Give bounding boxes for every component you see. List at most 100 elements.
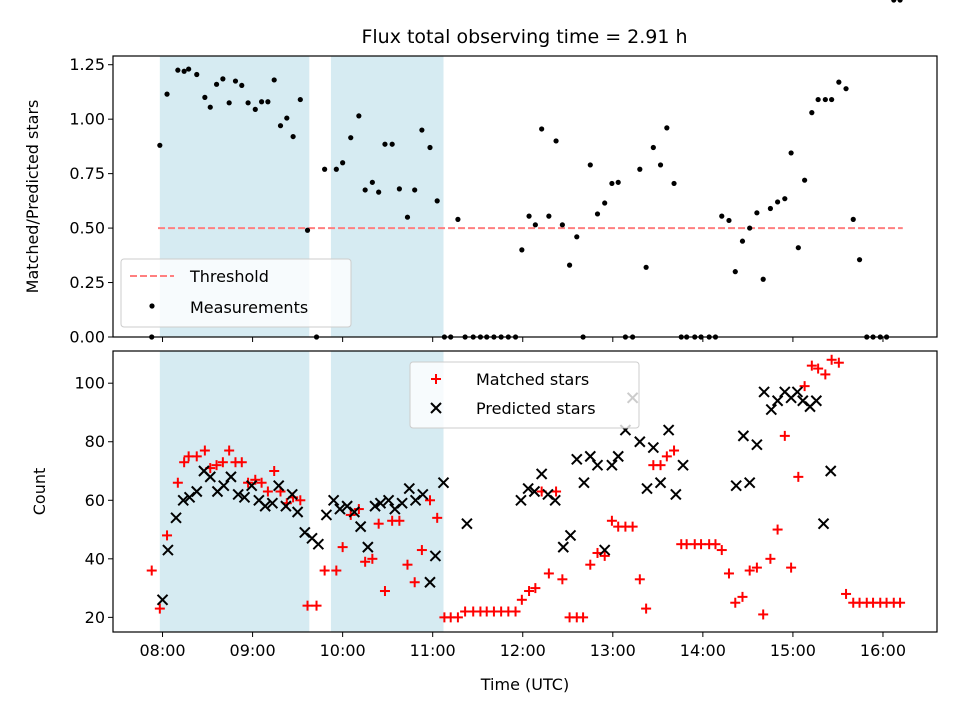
- matched-point-81: [716, 545, 727, 556]
- predicted-point-38: [417, 488, 429, 501]
- matched-point-97: [826, 354, 837, 365]
- bottom-y-tick-label-2: 60: [85, 491, 105, 510]
- matched-point-22: [295, 495, 306, 506]
- predicted-point-62: [647, 441, 660, 454]
- predicted-point-20: [291, 506, 304, 518]
- measurement-point-40: [434, 198, 440, 204]
- matched-point-88: [765, 553, 776, 564]
- measurement-point-13: [239, 82, 245, 89]
- x-axis-label: Time (UTC): [480, 675, 569, 694]
- predicted-point-60: [634, 436, 646, 448]
- predicted-point-72: [765, 403, 778, 416]
- measurement-point-14: [245, 100, 251, 106]
- predicted-point-24: [320, 509, 333, 521]
- measurement-point-11: [226, 100, 232, 106]
- bottom-plot-frame: [112, 350, 938, 633]
- matched-point-37: [409, 577, 420, 588]
- predicted-point-18: [280, 500, 292, 512]
- matched-point-95: [813, 363, 824, 374]
- top-legend: Threshold Measurements: [120, 258, 352, 328]
- predicted-point-19: [286, 488, 298, 501]
- matched-star-points: [146, 354, 906, 623]
- matched-point-84: [737, 591, 748, 602]
- matched-point-51: [510, 606, 521, 617]
- top-y-ticks: 0.00 0.25 0.50 0.75 1.00 1.25: [69, 55, 113, 347]
- matched-point-11: [224, 445, 235, 456]
- measurement-point-62: [587, 162, 593, 168]
- measurement-point-27: [340, 160, 346, 166]
- measurement-point-38: [419, 127, 425, 133]
- matched-point-93: [799, 381, 810, 392]
- matched-point-96: [820, 369, 831, 380]
- matched-point-2: [162, 530, 173, 541]
- matched-point-90: [779, 430, 790, 441]
- predicted-point-69: [743, 477, 756, 489]
- predicted-point-55: [598, 544, 611, 556]
- measurement-point-8: [207, 104, 213, 110]
- measurement-point-59: [566, 262, 573, 268]
- measurement-point-92: [795, 245, 801, 251]
- measurement-point-26: [333, 166, 339, 172]
- measurement-point-36: [404, 214, 411, 220]
- top-y-tick-label-3: 0.75: [69, 164, 105, 183]
- measurement-point-20: [284, 115, 290, 121]
- matched-point-30: [360, 556, 371, 567]
- matched-point-91: [786, 562, 797, 573]
- predicted-point-7: [204, 471, 216, 483]
- predicted-point-1: [162, 544, 174, 556]
- measurement-point-63: [594, 211, 601, 217]
- measurement-point-6: [194, 71, 200, 78]
- bottom-x-tick-label-8: 16:00: [860, 641, 906, 660]
- predicted-point-35: [396, 497, 408, 509]
- matched-point-68: [627, 521, 638, 532]
- predicted-point-76: [791, 386, 804, 398]
- measurement-point-29: [356, 113, 362, 119]
- bottom-x-tick-label-7: 15:00: [770, 641, 816, 660]
- measurement-point-35: [396, 186, 402, 192]
- matched-point-98: [833, 357, 844, 368]
- matched-point-61: [578, 612, 589, 623]
- matched-point-65: [606, 515, 617, 526]
- predicted-point-44: [522, 482, 534, 495]
- measurement-point-94: [809, 110, 815, 116]
- predicted-point-52: [578, 477, 590, 489]
- matched-point-74: [669, 445, 680, 456]
- matched-point-57: [551, 486, 562, 497]
- measurement-point-31: [369, 179, 375, 185]
- matched-point-10: [217, 457, 228, 468]
- matched-point-53: [524, 586, 535, 597]
- top-panel: 0.00 0.25 0.50 0.75 1.00 1.25 Matched/Predict…: [23, 0, 938, 347]
- measurement-point-53: [526, 213, 532, 219]
- predicted-point-15: [259, 500, 271, 512]
- measurement-point-7: [202, 94, 208, 100]
- matched-point-54: [530, 583, 541, 594]
- predicted-point-33: [382, 494, 395, 506]
- measurement-point-21: [290, 133, 296, 140]
- measurement-point-100: [850, 216, 856, 222]
- predicted-point-61: [641, 482, 653, 495]
- matched-point-6: [191, 451, 202, 462]
- measurement-point-57: [553, 138, 559, 144]
- predicted-point-5: [191, 485, 203, 498]
- matched-point-29: [353, 504, 364, 515]
- matched-point-39: [424, 495, 435, 506]
- predicted-point-66: [677, 459, 689, 471]
- bottom-x-ticks: 08:00 09:00 10:00 11:00 12:00 13:00 14:00 15:00…: [139, 632, 906, 660]
- predicted-point-25: [327, 494, 340, 506]
- bottom-legend-box: [409, 361, 640, 429]
- predicted-point-29: [354, 520, 367, 533]
- top-legend-box: [120, 258, 352, 328]
- measurement-point-9: [213, 81, 220, 87]
- predicted-point-41: [437, 477, 450, 489]
- predicted-point-17: [272, 479, 285, 492]
- measurement-point-54: [532, 222, 538, 228]
- measurement-point-91: [788, 150, 794, 156]
- matched-point-9: [211, 460, 222, 471]
- matched-point-24: [311, 600, 322, 611]
- bottom-x-tick-label-4: 12:00: [500, 641, 546, 660]
- matched-point-38: [416, 545, 427, 556]
- bottom-x-tick-label-1: 09:00: [230, 641, 276, 660]
- measurement-point-71: [650, 144, 656, 151]
- predicted-point-63: [654, 477, 667, 489]
